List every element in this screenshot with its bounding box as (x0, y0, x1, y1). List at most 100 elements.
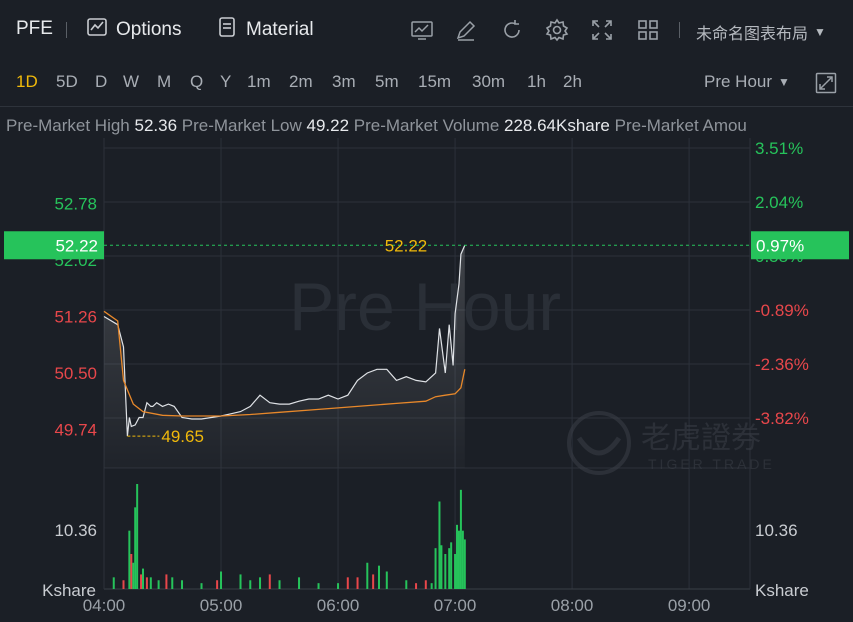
indicator-icon[interactable] (410, 18, 434, 42)
price-tick-label: 49.74 (54, 420, 97, 439)
toolbar-divider (66, 22, 67, 38)
volume-bar (140, 574, 143, 589)
volume-bar (438, 501, 441, 589)
period-30m[interactable]: 30m (472, 72, 506, 91)
session-label: Pre Hour (704, 72, 773, 91)
brand-cn-watermark: 老虎證券 (641, 422, 761, 455)
session-watermark: Pre Hour (289, 269, 561, 345)
volume-bar (132, 562, 135, 589)
gear-icon[interactable] (545, 18, 569, 42)
low-marker-label: 49.65 (161, 427, 204, 446)
period-1h[interactable]: 1h (527, 72, 546, 91)
time-tick-label: 08:00 (551, 596, 594, 615)
period-3m[interactable]: 3m (332, 72, 356, 91)
current-price-badge (4, 231, 104, 260)
chart-grid (103, 138, 751, 590)
volume-bar (356, 577, 359, 589)
volume-bar (122, 580, 125, 589)
period-15m[interactable]: 15m (418, 72, 452, 91)
period-q[interactable]: Q (190, 72, 204, 91)
period-m[interactable]: M (157, 72, 172, 91)
period-5m[interactable]: 5m (375, 72, 399, 91)
price-line (103, 245, 466, 437)
premarket-low-value: 49.22 (306, 116, 350, 135)
brand-en-watermark: TIGER TRADE (648, 456, 775, 472)
volume-bar (434, 548, 437, 589)
layout-grid-icon[interactable] (636, 18, 660, 42)
chart-icon (86, 16, 108, 44)
premarket-high-label: Pre-Market High (6, 116, 130, 135)
layout-title: 未命名图表布局 (696, 26, 809, 43)
tiger-logo-watermark: 老虎證券 TIGER TRADE (567, 411, 775, 475)
volume-bar (128, 530, 131, 589)
period-d[interactable]: D (95, 72, 108, 91)
percent-tick-label: -3.82% (755, 409, 809, 428)
volume-bar (346, 577, 349, 589)
time-tick-label: 05:00 (200, 596, 243, 615)
current-change-label: 0.97% (756, 236, 804, 255)
volume-bar (145, 577, 148, 589)
expand-icon[interactable] (815, 72, 837, 94)
volume-bar (249, 580, 252, 589)
volume-bar (134, 507, 137, 589)
volume-bar (171, 577, 174, 589)
volume-tick-label-right: 10.36 (755, 521, 798, 540)
percent-tick-label: -2.36% (755, 355, 809, 374)
period-2m[interactable]: 2m (289, 72, 313, 91)
current-price-inline-label: 52.22 (385, 236, 428, 255)
volume-bar (430, 583, 433, 589)
time-tick-label: 07:00 (434, 596, 477, 615)
material-button[interactable]: Material (216, 16, 314, 44)
volume-bar (216, 580, 219, 589)
premarket-high-value: 52.36 (134, 116, 178, 135)
caret-down-icon: ▼ (778, 75, 790, 89)
period-bar: 1D 5D D W M Q Y 1m 2m 3m 5m 15m 30m 1h 2… (0, 64, 853, 102)
fullscreen-icon[interactable] (590, 18, 614, 42)
percent-tick-label: -0.89% (755, 301, 809, 320)
premarket-amount-label: Pre-Market Amou (614, 116, 747, 135)
percent-tick-label: 2.04% (755, 193, 803, 212)
volume-bar (405, 580, 408, 589)
premarket-low-label: Pre-Market Low (181, 116, 302, 135)
document-icon (216, 16, 238, 44)
volume-bar (259, 577, 262, 589)
volume-unit-right: Kshare (755, 581, 809, 600)
options-button[interactable]: Options (86, 16, 181, 44)
volume-bar (157, 580, 160, 589)
ticker-symbol[interactable]: PFE (16, 18, 53, 39)
period-y[interactable]: Y (220, 72, 232, 91)
volume-bar (440, 545, 443, 589)
volume-bar (220, 571, 223, 589)
volume-bar (366, 562, 369, 589)
period-w[interactable]: W (123, 72, 140, 91)
period-5d[interactable]: 5D (56, 72, 78, 91)
volume-bar (200, 583, 203, 589)
volume-bar (424, 580, 427, 589)
volume-bar (415, 583, 418, 589)
price-area-fill (104, 245, 465, 468)
current-change-badge (751, 231, 849, 260)
volume-bar (461, 530, 464, 589)
volume-bar (181, 580, 184, 589)
intraday-chart[interactable]: Pre Hour 老虎證券 TIGER TRADE 04:00 05:00 06:0… (0, 138, 853, 622)
volume-bar (337, 583, 340, 589)
period-2h[interactable]: 2h (563, 72, 582, 91)
volume-tick-label-left: 10.36 (54, 521, 97, 540)
period-1d[interactable]: 1D (16, 72, 38, 91)
volume-bar (454, 554, 457, 589)
price-tick-label: 52.78 (54, 195, 97, 214)
average-price-line (103, 310, 466, 417)
price-area (104, 245, 465, 468)
volume-bar (456, 524, 459, 589)
volume-bar (130, 554, 133, 589)
draw-pen-icon[interactable] (454, 18, 478, 42)
volume-bar (317, 583, 320, 589)
volume-bar (459, 489, 462, 589)
price-tick-label: 51.26 (54, 308, 97, 327)
volume-bar (112, 577, 115, 589)
caret-down-icon: ▼ (814, 25, 826, 39)
refresh-icon[interactable] (500, 18, 524, 42)
layout-selector[interactable]: 未命名图表布局 ▼ (696, 20, 826, 44)
session-select[interactable]: Pre Hour ▼ (704, 72, 790, 92)
period-1m[interactable]: 1m (247, 72, 271, 91)
